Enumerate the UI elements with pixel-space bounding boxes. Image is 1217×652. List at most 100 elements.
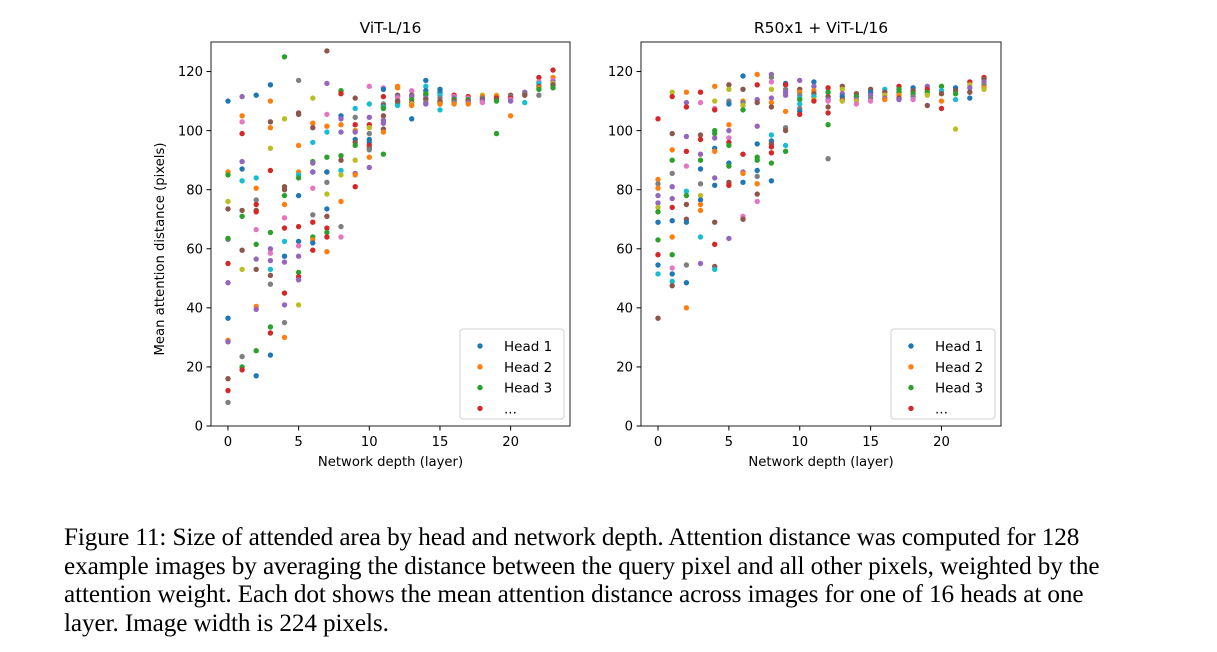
data-point	[239, 178, 245, 184]
data-point	[225, 387, 231, 394]
x-tick-label: 10	[361, 435, 378, 450]
data-point	[683, 192, 690, 199]
data-point	[683, 89, 690, 95]
data-point	[409, 88, 415, 94]
data-point	[655, 116, 661, 122]
data-point	[938, 83, 945, 90]
data-point	[712, 148, 718, 154]
data-point	[281, 215, 288, 221]
data-point	[839, 86, 845, 93]
data-point	[697, 234, 704, 240]
plot-frame	[210, 41, 571, 427]
data-point	[536, 74, 542, 81]
data-point	[324, 123, 330, 129]
data-point	[697, 181, 704, 187]
data-point	[754, 71, 760, 78]
data-point	[655, 271, 661, 277]
data-point	[825, 104, 831, 110]
y-tick-label: 20	[616, 361, 633, 376]
data-point	[655, 192, 661, 199]
data-point	[253, 209, 259, 215]
data-point	[281, 54, 288, 60]
data-point	[740, 151, 746, 157]
data-point	[522, 99, 528, 106]
data-point	[712, 107, 718, 113]
data-point	[726, 135, 732, 141]
data-point	[338, 223, 344, 230]
y-tick-label: 20	[186, 361, 203, 376]
data-point	[655, 237, 661, 243]
data-point	[267, 167, 274, 174]
data-point	[754, 157, 760, 163]
data-point	[239, 207, 245, 214]
x-tick-label: 0	[654, 435, 662, 450]
data-point	[267, 229, 274, 236]
data-point	[655, 204, 661, 211]
data-point	[253, 226, 259, 233]
data-point	[754, 99, 760, 106]
data-point	[225, 280, 231, 286]
data-point	[324, 80, 330, 87]
data-point	[380, 129, 387, 135]
legend-label: Head 3	[504, 381, 552, 397]
data-point	[740, 102, 746, 109]
data-point	[712, 266, 718, 273]
data-point	[697, 132, 704, 138]
data-point	[267, 250, 274, 256]
data-point	[669, 170, 675, 177]
data-point	[267, 145, 274, 151]
data-point	[768, 86, 775, 93]
data-point	[669, 184, 675, 190]
data-point	[352, 129, 358, 135]
legend: Head 1 Head 2 Head 3...	[459, 328, 565, 420]
data-point	[669, 271, 675, 277]
data-point	[683, 133, 690, 140]
data-point	[225, 339, 231, 345]
legend-marker	[908, 405, 914, 412]
data-point	[853, 101, 860, 107]
legend-marker	[477, 343, 483, 349]
data-point	[797, 96, 803, 103]
data-point	[669, 252, 675, 258]
data-point	[423, 101, 429, 107]
data-point	[655, 200, 661, 206]
scatter-points	[225, 48, 556, 406]
data-point	[754, 181, 760, 187]
data-point	[295, 223, 302, 230]
x-tick-label: 15	[432, 435, 449, 450]
data-point	[507, 113, 514, 119]
data-point	[839, 98, 845, 104]
data-point	[310, 185, 316, 191]
data-point	[239, 213, 245, 219]
data-point	[712, 182, 718, 188]
data-point	[281, 225, 288, 231]
x-tick-label: 20	[502, 435, 519, 450]
data-point	[967, 89, 973, 95]
data-point	[352, 122, 358, 128]
data-point	[683, 262, 690, 268]
data-point	[493, 130, 500, 137]
data-point	[740, 170, 746, 177]
data-point	[324, 225, 330, 231]
data-point	[225, 206, 231, 212]
y-tick-label: 0	[625, 420, 633, 435]
data-point	[225, 315, 231, 321]
data-point	[825, 122, 831, 128]
data-point	[669, 89, 675, 95]
data-point	[267, 352, 274, 358]
data-point	[253, 197, 259, 203]
data-point	[423, 77, 429, 84]
data-point	[967, 95, 973, 101]
data-point	[352, 157, 358, 163]
data-point	[669, 195, 675, 202]
data-point	[697, 197, 704, 203]
data-point	[493, 98, 500, 104]
data-point	[782, 127, 789, 134]
data-point	[712, 219, 718, 225]
data-point	[754, 167, 760, 174]
data-point	[281, 116, 288, 122]
legend-label: Head 3	[935, 381, 983, 397]
data-point	[295, 175, 302, 181]
data-point	[225, 235, 231, 242]
data-point	[310, 247, 316, 253]
